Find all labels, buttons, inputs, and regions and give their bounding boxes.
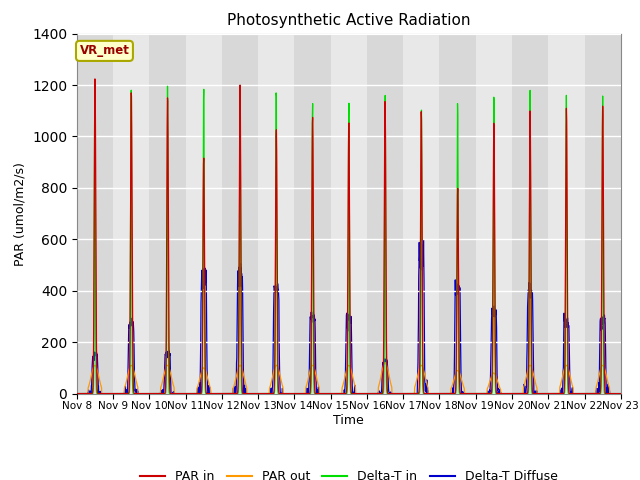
Bar bbox=[403, 34, 440, 394]
Bar bbox=[222, 34, 258, 394]
Bar bbox=[258, 34, 294, 394]
Bar bbox=[512, 34, 548, 394]
Bar bbox=[113, 34, 149, 394]
Bar bbox=[186, 34, 222, 394]
Bar bbox=[331, 34, 367, 394]
Bar bbox=[294, 34, 331, 394]
Bar bbox=[548, 34, 584, 394]
Bar bbox=[584, 34, 621, 394]
Y-axis label: PAR (umol/m2/s): PAR (umol/m2/s) bbox=[13, 162, 26, 265]
Bar bbox=[440, 34, 476, 394]
Bar bbox=[476, 34, 512, 394]
Bar bbox=[367, 34, 403, 394]
X-axis label: Time: Time bbox=[333, 414, 364, 427]
Legend: PAR in, PAR out, Delta-T in, Delta-T Diffuse: PAR in, PAR out, Delta-T in, Delta-T Dif… bbox=[135, 465, 563, 480]
Text: VR_met: VR_met bbox=[79, 44, 129, 58]
Bar bbox=[149, 34, 186, 394]
Bar bbox=[77, 34, 113, 394]
Title: Photosynthetic Active Radiation: Photosynthetic Active Radiation bbox=[227, 13, 470, 28]
